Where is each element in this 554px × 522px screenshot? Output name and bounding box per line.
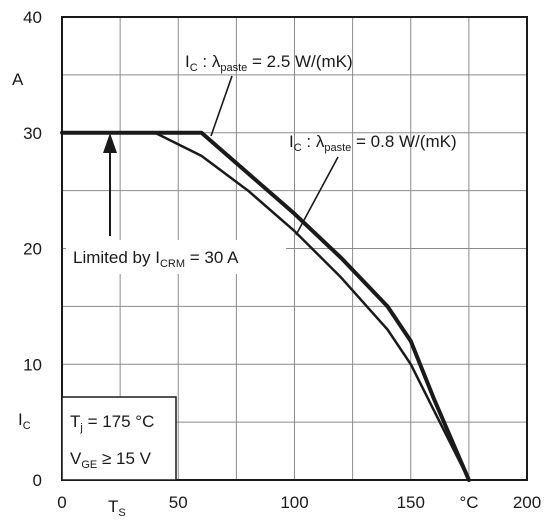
conditions-box xyxy=(61,396,177,481)
curve-label-high: IC : λpaste = 2.5 W/(mK) xyxy=(185,52,353,74)
x-symbol-label: TS xyxy=(108,497,126,519)
y-tick-label: 30 xyxy=(23,124,42,143)
x-tick-label: 50 xyxy=(169,493,188,512)
curve-label-low-leader xyxy=(295,156,339,236)
limited-label: Limited by ICRM = 30 A xyxy=(73,248,239,270)
limit-arrow-head xyxy=(103,133,117,153)
x-unit-label: °C xyxy=(459,493,478,512)
plot-frame xyxy=(61,16,528,481)
y-tick-label: 10 xyxy=(23,355,42,374)
y-tick-label: 20 xyxy=(23,240,42,259)
x-tick-label: 0 xyxy=(57,493,66,512)
y-unit-label: A xyxy=(12,70,24,89)
curve-label-low: IC : λpaste = 0.8 W/(mK) xyxy=(289,132,457,154)
y-tick-label: 40 xyxy=(23,8,42,27)
series-line-2 xyxy=(60,131,471,482)
limited-label-background xyxy=(66,240,286,274)
y-symbol-label: IC xyxy=(18,410,31,432)
curve-label-high-leader xyxy=(210,75,233,137)
condition-vge: VGE ≥ 15 V xyxy=(70,449,152,471)
tick-labels: 0 50 100 150 200 0 10 20 30 40 xyxy=(23,8,541,512)
x-tick-label: 100 xyxy=(280,493,308,512)
series-lines xyxy=(60,130,471,482)
x-tick-label: 150 xyxy=(397,493,425,512)
condition-tj: Tj = 175 °C xyxy=(70,412,154,434)
x-tick-label: 200 xyxy=(513,493,541,512)
series-line-1 xyxy=(60,130,471,482)
y-tick-label: 0 xyxy=(33,471,42,490)
